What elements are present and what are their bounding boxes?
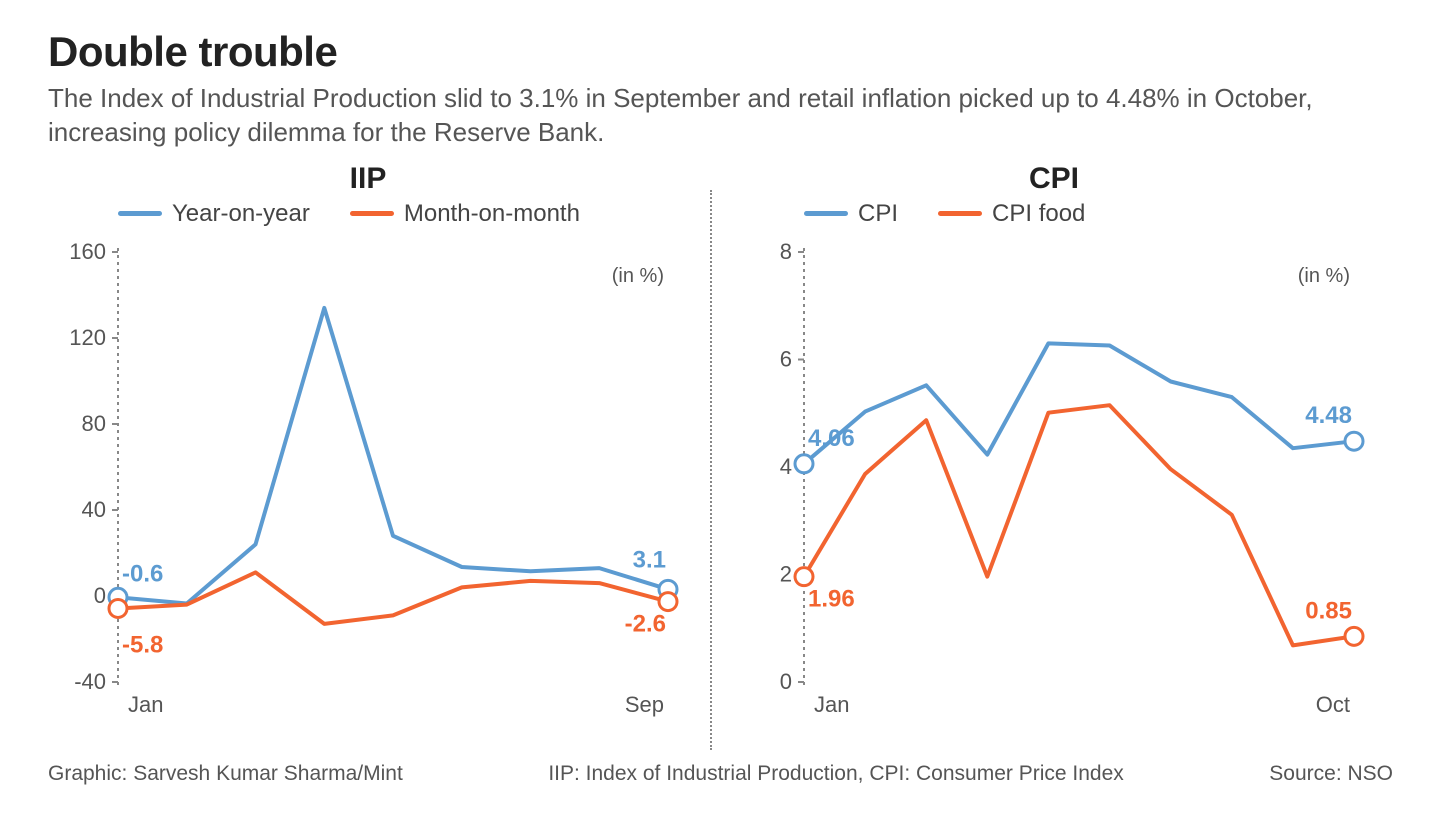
legend-label: CPI xyxy=(858,200,898,228)
legend-label: Month-on-month xyxy=(404,200,580,228)
page-subtitle: The Index of Industrial Production slid … xyxy=(48,82,1388,150)
credit-text: Graphic: Sarvesh Kumar Sharma/Mint xyxy=(48,762,403,786)
chart-svg-cpi: 0 2 4 6 8 Jan Oct (in %) 4.06 4.48 1.96 0.85 xyxy=(734,232,1374,732)
source-text: Source: NSO xyxy=(1269,762,1393,786)
svg-text:0: 0 xyxy=(780,669,792,694)
svg-text:4: 4 xyxy=(780,454,792,479)
svg-text:0: 0 xyxy=(94,583,106,608)
legend-swatch-icon xyxy=(350,211,394,216)
definitions-text: IIP: Index of Industrial Production, CPI… xyxy=(403,762,1269,786)
svg-text:(in %): (in %) xyxy=(1298,265,1350,287)
legend-swatch-icon xyxy=(118,211,162,216)
chart-title-cpi: CPI xyxy=(734,162,1374,196)
chart-panel-iip: IIP Year-on-year Month-on-month -40 0 40 80… xyxy=(48,162,688,737)
svg-text:8: 8 xyxy=(780,239,792,264)
legend-iip: Year-on-year Month-on-month xyxy=(48,200,688,228)
svg-text:-2.6: -2.6 xyxy=(625,610,666,637)
svg-text:-5.8: -5.8 xyxy=(122,631,163,658)
legend-cpi: CPI CPI food xyxy=(734,200,1374,228)
legend-label: CPI food xyxy=(992,200,1085,228)
svg-text:120: 120 xyxy=(69,325,106,350)
legend-item-cpi-food: CPI food xyxy=(938,200,1085,228)
page-title: Double trouble xyxy=(48,28,1393,76)
svg-text:(in %): (in %) xyxy=(612,265,664,287)
svg-text:2: 2 xyxy=(780,561,792,586)
chart-title-iip: IIP xyxy=(48,162,688,196)
svg-text:3.1: 3.1 xyxy=(633,546,666,573)
legend-item-cpi: CPI xyxy=(804,200,898,228)
legend-item-iip-mom: Month-on-month xyxy=(350,200,580,228)
svg-text:1.96: 1.96 xyxy=(808,585,855,612)
svg-text:4.48: 4.48 xyxy=(1305,402,1352,429)
chart-panel-cpi: CPI CPI CPI food 0 2 4 6 8 Jan Oct (in %) 4.06 4.… xyxy=(734,162,1374,737)
charts-row: IIP Year-on-year Month-on-month -4004080… xyxy=(48,162,1393,750)
svg-text:6: 6 xyxy=(780,346,792,371)
chart-svg-iip: -40 0 40 80 120 160 Jan Sep (in %) -0.6 3.1 -5.8 -2.… xyxy=(48,232,688,732)
svg-text:Oct: Oct xyxy=(1316,692,1350,717)
footer: Graphic: Sarvesh Kumar Sharma/Mint IIP: … xyxy=(48,762,1393,786)
svg-text:80: 80 xyxy=(82,411,106,436)
legend-swatch-icon xyxy=(938,211,982,216)
svg-text:Jan: Jan xyxy=(814,692,849,717)
svg-text:-0.6: -0.6 xyxy=(122,560,163,587)
svg-text:40: 40 xyxy=(82,497,106,522)
svg-text:Sep: Sep xyxy=(625,692,664,717)
svg-text:160: 160 xyxy=(69,239,106,264)
legend-item-iip-yoy: Year-on-year xyxy=(118,200,310,228)
legend-label: Year-on-year xyxy=(172,200,310,228)
svg-text:4.06: 4.06 xyxy=(808,424,855,451)
legend-swatch-icon xyxy=(804,211,848,216)
svg-text:-40: -40 xyxy=(74,669,106,694)
panel-divider xyxy=(710,190,712,750)
svg-text:Jan: Jan xyxy=(128,692,163,717)
svg-text:0.85: 0.85 xyxy=(1305,597,1352,624)
